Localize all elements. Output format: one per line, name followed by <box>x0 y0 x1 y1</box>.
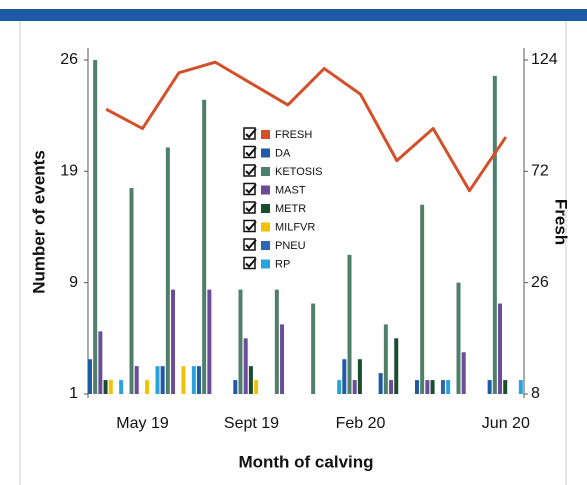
bar <box>518 380 523 394</box>
y2-tick-label: 26 <box>531 274 549 291</box>
bar <box>347 254 352 394</box>
legend-check <box>245 146 257 157</box>
legend-swatch <box>261 222 270 232</box>
legend-label: PNEU <box>275 240 306 252</box>
bar <box>414 380 419 394</box>
legend-check <box>245 128 257 139</box>
legend-checkbox <box>243 238 256 251</box>
legend-swatch <box>261 204 270 213</box>
bar <box>440 380 445 394</box>
legend-label: METR <box>275 203 306 215</box>
bar <box>134 366 139 394</box>
legend-label: DA <box>275 147 291 159</box>
legend-check <box>245 257 257 268</box>
bar <box>280 324 285 394</box>
x-tick-label: Jun 20 <box>482 415 530 432</box>
legend-checkbox <box>243 164 256 177</box>
y-tick-label: 26 <box>60 51 78 68</box>
bar <box>430 380 435 394</box>
bar <box>446 380 451 394</box>
legend-checkbox <box>243 145 256 159</box>
x-tick-label: Sept 19 <box>224 415 279 432</box>
legend-label: RP <box>275 258 290 270</box>
bar <box>243 338 248 394</box>
x-tick-label: Feb 20 <box>336 415 386 432</box>
bar <box>420 204 425 394</box>
legend-swatch <box>261 130 270 139</box>
legend-label: MAST <box>275 184 306 196</box>
bar <box>498 303 503 394</box>
bar <box>108 380 113 394</box>
bar <box>389 380 394 394</box>
y2-tick-label: 124 <box>531 51 558 68</box>
bar <box>456 282 461 394</box>
bar <box>160 366 165 394</box>
legend-label: FRESH <box>275 129 312 141</box>
legend-label: KETOSIS <box>275 166 322 178</box>
bar <box>202 99 207 394</box>
y2-axis-title: Fresh <box>552 199 571 245</box>
bar <box>145 380 150 394</box>
bar <box>274 289 279 394</box>
y-axis-title: Number of events <box>29 150 48 294</box>
bar <box>503 380 508 394</box>
legend-checkbox <box>243 256 256 270</box>
legend-swatch <box>261 259 270 269</box>
legend-checkbox <box>243 219 256 233</box>
bar <box>238 289 243 394</box>
y2-tick-label: 72 <box>531 163 549 180</box>
bar <box>311 303 316 394</box>
bar <box>165 147 170 394</box>
bar <box>191 366 196 394</box>
bar <box>461 352 466 394</box>
legend-check <box>245 183 257 194</box>
bar <box>394 338 399 394</box>
legend-swatch <box>261 167 270 176</box>
y-tick-label: 1 <box>69 385 78 402</box>
bar <box>155 366 160 394</box>
bar <box>233 380 238 394</box>
bar <box>383 324 388 394</box>
bar <box>352 380 357 394</box>
x-axis-title: Month of calving <box>238 452 373 471</box>
bar <box>207 289 212 394</box>
legend-check <box>245 202 257 213</box>
bar <box>378 373 383 394</box>
legend-checkbox <box>243 127 256 140</box>
bar <box>342 359 347 394</box>
bar <box>93 60 98 394</box>
y-tick-label: 19 <box>60 163 78 180</box>
bar <box>254 380 259 394</box>
bar <box>337 380 342 394</box>
legend-swatch <box>261 241 270 250</box>
bar <box>487 380 492 394</box>
legend-checkbox <box>243 201 256 214</box>
bar <box>196 366 201 394</box>
legend-swatch <box>261 148 270 158</box>
bar <box>248 366 253 394</box>
bar <box>425 380 430 394</box>
bar <box>98 331 103 394</box>
bar <box>119 380 124 394</box>
bar <box>87 359 92 394</box>
line-series <box>105 60 508 193</box>
legend-label: MILFVR <box>275 221 315 233</box>
bar <box>181 366 186 394</box>
legend-check <box>245 220 257 231</box>
legend-check <box>245 165 257 176</box>
bar <box>103 380 108 394</box>
header-bar <box>0 9 587 21</box>
y-tick-label: 9 <box>69 274 78 291</box>
x-tick-label: May 19 <box>116 415 169 432</box>
bar <box>492 75 497 395</box>
legend-swatch <box>261 185 270 195</box>
bar <box>129 188 134 394</box>
y2-tick-label: 8 <box>531 385 540 402</box>
bar <box>171 289 176 394</box>
legend-checkbox <box>243 182 256 196</box>
bar <box>357 359 362 394</box>
legend-check <box>245 239 257 250</box>
